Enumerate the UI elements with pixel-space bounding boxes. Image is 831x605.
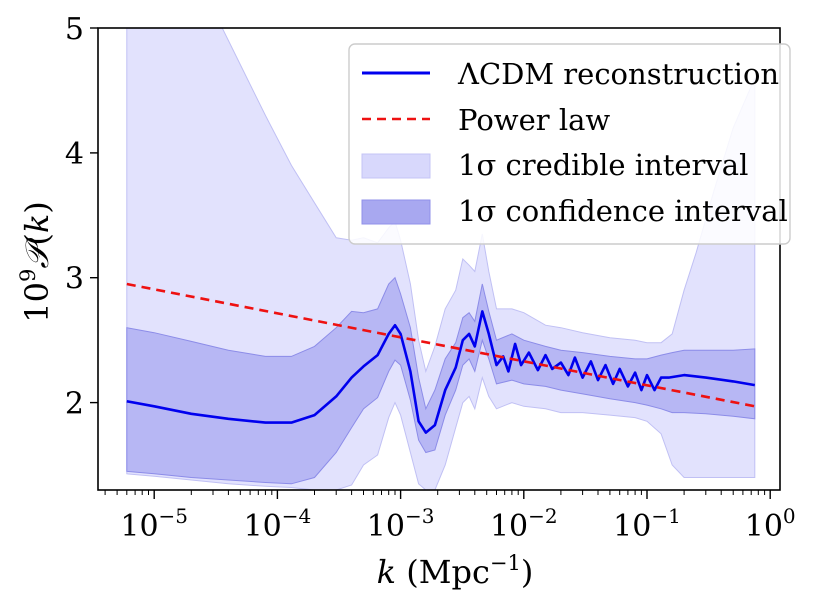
x-axis: 10−5 10−4 10−3 10−2 10−1 100 xyxy=(104,490,796,544)
plot-frame xyxy=(97,27,781,491)
x-tick-label: 10−1 xyxy=(613,504,681,544)
x-tick-label: 10−2 xyxy=(490,504,558,544)
power-law-line xyxy=(126,282,756,408)
legend-frame xyxy=(348,43,791,245)
confidence-interval-band xyxy=(126,276,756,485)
y-tick-label: 5 xyxy=(65,12,84,47)
x-tick-label: 10−5 xyxy=(120,504,188,544)
legend-label-reconstruction: ΛCDM reconstruction xyxy=(457,57,779,91)
y-axis: 2 3 4 5 xyxy=(65,12,98,422)
y-tick-label: 2 xyxy=(65,387,84,422)
legend-label-confidence: 1σ confidence interval xyxy=(458,194,788,228)
lines-layer xyxy=(126,282,756,434)
y-tick-label: 3 xyxy=(65,262,84,297)
legend-swatch-confidence xyxy=(361,199,431,225)
x-axis-title: k (Mpc−1) xyxy=(377,551,534,591)
legend-swatch-credible xyxy=(361,153,431,179)
y-tick-label: 4 xyxy=(65,137,84,172)
x-tick-label: 10−3 xyxy=(367,504,435,544)
lcdm-reconstruction-line xyxy=(126,310,756,434)
legend-label-credible: 1σ credible interval xyxy=(458,148,748,182)
legend: ΛCDM reconstruction Power law 1σ credibl… xyxy=(348,43,791,245)
x-tick-label: 100 xyxy=(745,504,796,544)
bands-layer xyxy=(126,28,756,490)
legend-label-power-law: Power law xyxy=(458,103,610,137)
x-tick-label: 10−4 xyxy=(244,504,312,544)
y-axis-title: 109𝒫(k) xyxy=(16,201,56,323)
